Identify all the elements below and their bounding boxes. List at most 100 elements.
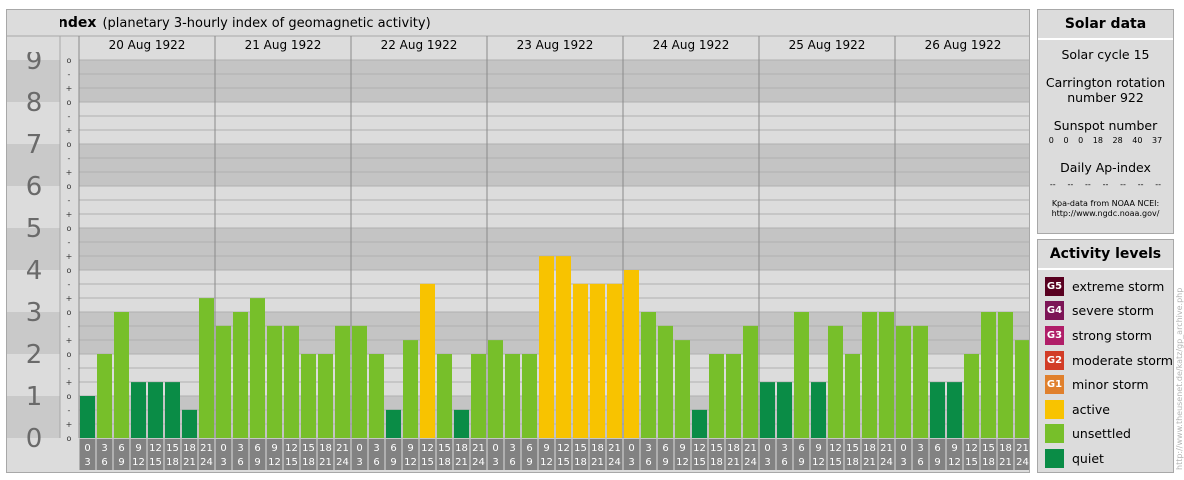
kp-bar [114, 312, 129, 438]
carrington-rotation-number: number 922 [1067, 90, 1144, 105]
y-subtick-label: + [66, 252, 73, 261]
interval-label-cell [453, 439, 470, 470]
y-subtick-label: - [68, 154, 71, 163]
interval-end-label: 9 [118, 457, 124, 468]
interval-end-label: 21 [727, 457, 740, 468]
interval-end-label: 3 [220, 457, 226, 468]
kp-bar [80, 396, 95, 438]
y-subtick-label: - [68, 112, 71, 121]
interval-end-label: 15 [965, 457, 978, 468]
interval-start-label: 3 [373, 443, 379, 454]
y-subtick-label: o [67, 182, 72, 191]
interval-label-cell [674, 439, 691, 470]
y-axis-band [7, 102, 60, 144]
interval-label-cell [215, 439, 232, 470]
y-subtick-label: - [68, 280, 71, 289]
interval-start-label: 21 [336, 443, 349, 454]
kp-bar [590, 283, 605, 438]
interval-start-label: 3 [781, 443, 787, 454]
interval-end-label: 9 [662, 457, 668, 468]
sunspot-value: 37 [1152, 136, 1163, 145]
interval-start-label: 18 [183, 443, 196, 454]
interval-start-label: 0 [764, 443, 770, 454]
ap-value: -- [1137, 180, 1144, 189]
kp-bar [318, 354, 333, 438]
interval-label-cell [555, 439, 572, 470]
sunspot-label: Sunspot number [1053, 118, 1158, 133]
y-subtick-label: + [66, 294, 73, 303]
interval-label-cell [538, 439, 555, 470]
interval-end-label: 3 [628, 457, 634, 468]
y-subtick-label: - [68, 322, 71, 331]
interval-end-label: 12 [132, 457, 145, 468]
y-subtick-label: + [66, 168, 73, 177]
interval-end-label: 18 [710, 457, 723, 468]
interval-label-cell [487, 439, 504, 470]
interval-end-label: 21 [319, 457, 332, 468]
interval-start-label: 12 [965, 443, 978, 454]
ap-value: -- [1120, 180, 1126, 189]
interval-start-label: 0 [356, 443, 362, 454]
legend-item-quiet: quiet [1038, 446, 1173, 471]
ap-index-label: Daily Ap-index [1060, 160, 1151, 175]
kp-bar [182, 409, 197, 438]
legend-label: moderate storm [1072, 352, 1173, 368]
kp-bar [828, 325, 843, 438]
interval-start-label: 15 [846, 443, 859, 454]
interval-start-label: 15 [438, 443, 451, 454]
kp-level-band [7, 312, 1029, 354]
data-source-url[interactable]: http://www.ngdc.noaa.gov/ [1051, 209, 1160, 218]
interval-end-label: 24 [336, 457, 349, 468]
interval-label-cell [657, 439, 674, 470]
interval-start-label: 15 [710, 443, 723, 454]
interval-end-label: 12 [676, 457, 689, 468]
y-tick-label: 6 [26, 172, 43, 202]
interval-start-label: 21 [608, 443, 621, 454]
interval-end-label: 6 [781, 457, 787, 468]
kpa-chart-panel: Kpa-index(planetary 3-hourly index of ge… [6, 9, 1030, 473]
interval-end-label: 6 [509, 457, 515, 468]
legend-item-strong-storm: G3 strong storm [1038, 323, 1173, 348]
kp-bar [726, 354, 741, 438]
sunspot-value: 18 [1092, 136, 1103, 145]
kp-bar [556, 256, 571, 438]
interval-label-cell [470, 439, 487, 470]
kp-bar [896, 325, 911, 438]
y-axis-band [7, 186, 60, 228]
interval-start-label: 9 [135, 443, 141, 454]
interval-label-cell [844, 439, 861, 470]
interval-label-cell [96, 439, 113, 470]
interval-end-label: 21 [183, 457, 196, 468]
interval-end-label: 24 [1016, 457, 1029, 468]
interval-label-cell [912, 439, 929, 470]
interval-label-cell [130, 439, 147, 470]
interval-end-label: 18 [302, 457, 315, 468]
y-axis-band [7, 354, 60, 396]
y-tick-label: 4 [26, 256, 43, 286]
interval-end-label: 18 [438, 457, 451, 468]
sunspot-value: 0 [1063, 136, 1069, 145]
kp-bar [794, 312, 809, 438]
kp-bar [369, 354, 384, 438]
interval-start-label: 6 [118, 443, 124, 454]
kp-bar [539, 256, 554, 438]
date-label: 20 Aug 1922 [109, 38, 186, 52]
interval-end-label: 15 [149, 457, 162, 468]
kp-bar [607, 283, 622, 438]
legend-swatch-g4: G4 [1045, 301, 1064, 321]
interval-start-label: 21 [472, 443, 485, 454]
y-tick-label: 8 [26, 88, 43, 118]
interval-end-label: 9 [390, 457, 396, 468]
y-axis-band [7, 60, 60, 102]
interval-start-label: 3 [645, 443, 651, 454]
sunspot-value: 40 [1132, 136, 1143, 145]
y-subtick-label: - [68, 238, 71, 247]
kp-bar [964, 354, 979, 438]
y-subtick-label: + [66, 336, 73, 345]
interval-end-label: 6 [645, 457, 651, 468]
interval-label-cell [929, 439, 946, 470]
ap-value: -- [1049, 180, 1056, 189]
legend-swatch-unsettled [1045, 424, 1064, 444]
interval-start-label: 3 [101, 443, 107, 454]
y-axis-band [7, 144, 60, 186]
